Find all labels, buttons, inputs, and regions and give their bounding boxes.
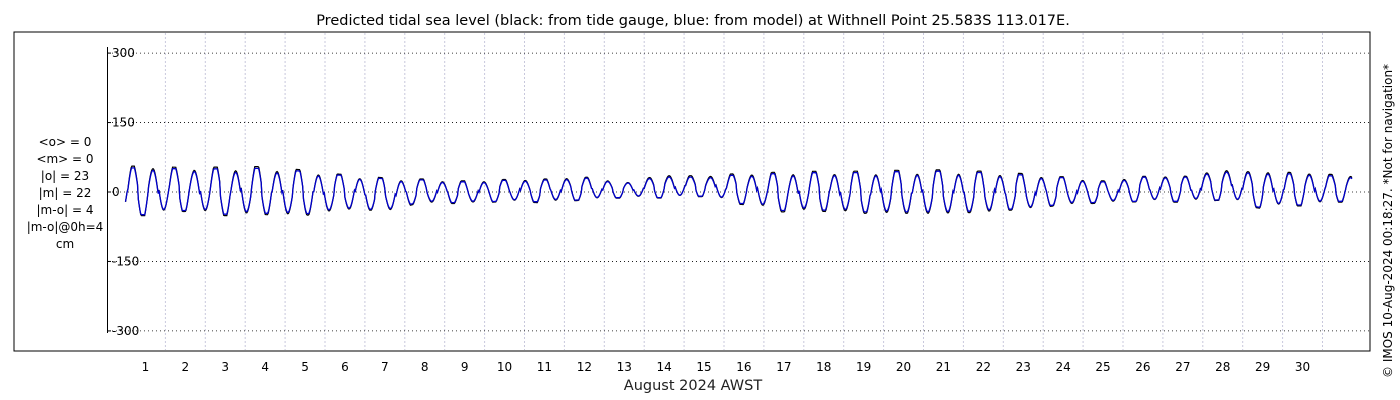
- x-tick-label: 21: [936, 360, 951, 374]
- stats-line: cm: [56, 237, 74, 251]
- x-tick-label: 14: [657, 360, 672, 374]
- x-tick-label: 13: [617, 360, 632, 374]
- x-tick-label: 6: [341, 360, 349, 374]
- x-tick-label: 16: [736, 360, 751, 374]
- y-tick-label: 0: [112, 185, 120, 199]
- statistics-panel: <o> = 0 <m> = 0 |o| = 23 |m| = 22 |m-o| = 4 |…: [27, 135, 104, 251]
- x-tick-label: 23: [1016, 360, 1031, 374]
- y-tick-label: -150: [112, 254, 139, 268]
- x-tick-label: 25: [1095, 360, 1110, 374]
- x-tick-label: 8: [421, 360, 429, 374]
- y-tick-labels: 300 150 0 -150 -300: [107, 46, 139, 338]
- y-tick-label: -300: [112, 324, 139, 338]
- y-tick-label: 300: [112, 46, 135, 60]
- tide-series: [124, 165, 1353, 217]
- x-tick-label: 22: [976, 360, 991, 374]
- stats-line: |m-o| = 4: [37, 203, 94, 217]
- x-tick-label: 2: [182, 360, 190, 374]
- x-tick-label: 7: [381, 360, 389, 374]
- x-tick-label: 17: [776, 360, 791, 374]
- x-tick-label: 20: [896, 360, 911, 374]
- credit-text: © IMOS 10-Aug-2024 00:18:27. *Not for na…: [1381, 64, 1395, 378]
- stats-line: |m-o|@0h=4: [27, 220, 104, 234]
- series-line-model: [124, 167, 1353, 216]
- x-tick-label: 30: [1295, 360, 1310, 374]
- x-tick-label: 10: [497, 360, 512, 374]
- x-tick-label: 1: [142, 360, 150, 374]
- x-tick-label: 18: [816, 360, 831, 374]
- x-tick-label: 5: [301, 360, 309, 374]
- x-axis-label: August 2024 AWST: [624, 378, 763, 394]
- x-tick-labels: 1 2 3 4 5 6 7 8 9 10 11 12 13 14 15 16 17 18 19 20 21 22 23 24 2…: [142, 360, 1311, 374]
- x-tick-label: 12: [577, 360, 592, 374]
- stats-line: |o| = 23: [41, 169, 89, 183]
- x-tick-label: 11: [537, 360, 552, 374]
- y-tick-label: 150: [112, 116, 135, 130]
- x-tick-label: 9: [461, 360, 469, 374]
- chart-title: Predicted tidal sea level (black: from t…: [316, 13, 1070, 29]
- plot-frame: [13, 31, 1371, 352]
- x-tick-label: 28: [1215, 360, 1230, 374]
- stats-line: <o> = 0: [39, 135, 92, 149]
- x-tick-label: 29: [1255, 360, 1270, 374]
- x-tick-label: 24: [1056, 360, 1071, 374]
- x-tick-label: 19: [856, 360, 871, 374]
- stats-line: <m> = 0: [36, 152, 93, 166]
- x-tick-label: 27: [1175, 360, 1190, 374]
- x-tick-label: 3: [221, 360, 229, 374]
- vertical-gridlines: [164, 33, 1323, 350]
- x-tick-label: 15: [696, 360, 711, 374]
- x-tick-label: 4: [261, 360, 269, 374]
- stats-line: |m| = 22: [39, 186, 92, 200]
- x-tick-label: 26: [1135, 360, 1150, 374]
